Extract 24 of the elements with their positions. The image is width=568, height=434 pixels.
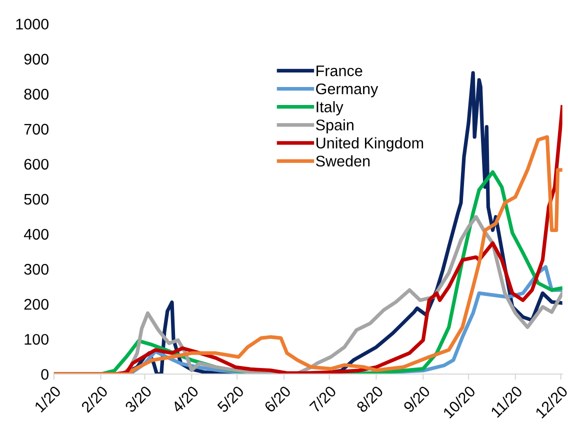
x-tick-label: 4/20 [170, 384, 200, 414]
legend-label: Germany [316, 83, 378, 98]
y-tick-label: 600 [24, 158, 49, 170]
y-tick-label: 900 [24, 54, 49, 65]
y-tick-label: 800 [24, 88, 49, 100]
legend-label: France [316, 66, 362, 76]
legend-label: Sweden [316, 155, 370, 167]
y-tick-label: 500 [24, 194, 49, 205]
y-tick-label: 100 [24, 334, 49, 345]
y-tick-label: 1000 [16, 18, 49, 30]
legend-label: Italy [316, 101, 344, 116]
x-tick-label: 6/20 [263, 384, 292, 413]
y-tick-label: 700 [24, 124, 49, 135]
x-tick-label: 3/20 [124, 384, 152, 414]
x-tick-label: 7/20 [308, 384, 337, 413]
x-tick-label: 9/20 [402, 384, 431, 413]
legend-label: United Kingdom [316, 137, 424, 152]
y-tick-label: 400 [24, 228, 49, 240]
x-tick-label: 8/20 [356, 384, 384, 414]
legend-label: Spain [316, 119, 354, 134]
x-tick-label: 5/20 [216, 384, 245, 414]
y-tick-label: 0 [41, 368, 48, 380]
y-tick-label: 300 [24, 264, 49, 275]
y-tick-label: 200 [24, 298, 49, 310]
